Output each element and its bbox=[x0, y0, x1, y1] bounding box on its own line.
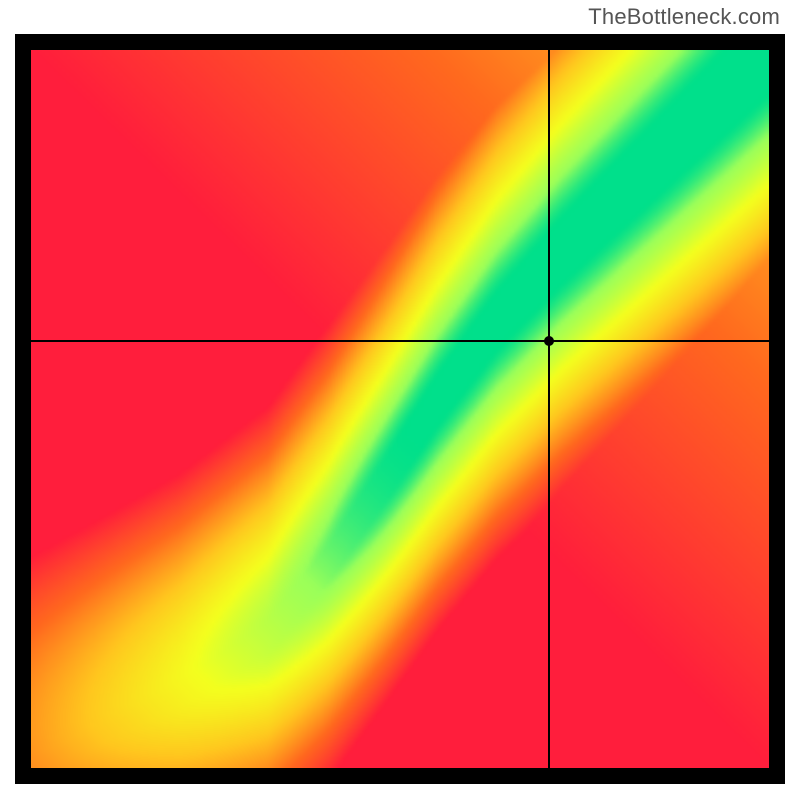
crosshair-horizontal bbox=[31, 340, 769, 342]
watermark-text: TheBottleneck.com bbox=[588, 4, 780, 30]
plot-frame bbox=[15, 34, 785, 784]
selection-marker bbox=[544, 336, 554, 346]
bottleneck-heatmap bbox=[31, 50, 769, 768]
crosshair-vertical bbox=[548, 50, 550, 768]
